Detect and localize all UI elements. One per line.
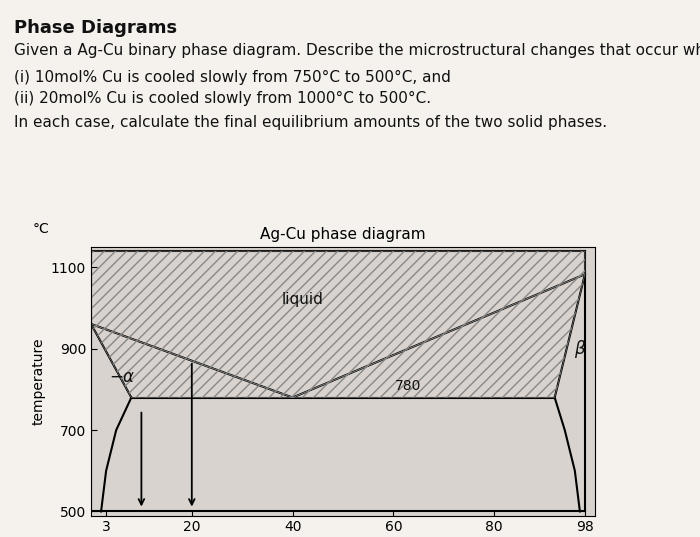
Text: Phase Diagrams: Phase Diagrams: [14, 19, 177, 37]
Text: Given a Ag-Cu binary phase diagram. Describe the microstructural changes that oc: Given a Ag-Cu binary phase diagram. Desc…: [14, 43, 700, 58]
Text: (i) 10mol% Cu is cooled slowly from 750°C to 500°C, and: (i) 10mol% Cu is cooled slowly from 750°…: [14, 70, 451, 85]
Text: $\beta$: $\beta$: [574, 338, 586, 360]
Y-axis label: temperature: temperature: [32, 338, 46, 425]
Text: In each case, calculate the final equilibrium amounts of the two solid phases.: In each case, calculate the final equili…: [14, 115, 607, 130]
Title: Ag-Cu phase diagram: Ag-Cu phase diagram: [260, 227, 426, 242]
Text: (ii) 20mol% Cu is cooled slowly from 1000°C to 500°C.: (ii) 20mol% Cu is cooled slowly from 100…: [14, 91, 431, 106]
Text: °C: °C: [32, 222, 49, 236]
Text: 780: 780: [395, 380, 421, 394]
Text: liquid: liquid: [281, 293, 323, 307]
Text: $-\alpha$: $-\alpha$: [108, 368, 135, 386]
